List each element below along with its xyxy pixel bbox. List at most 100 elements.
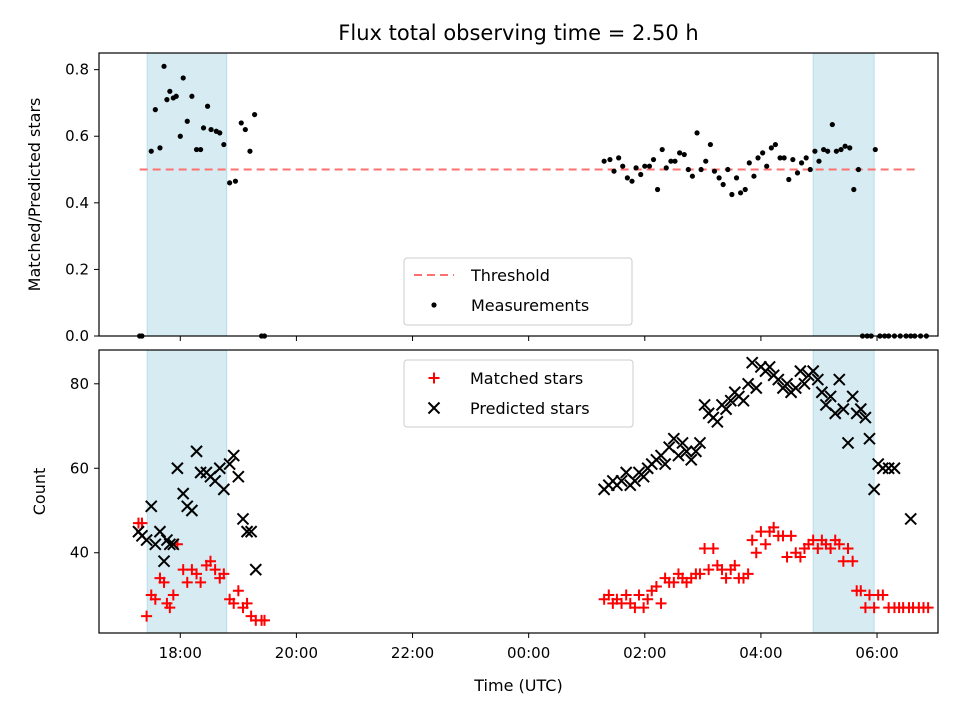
matched-star-point — [195, 576, 207, 588]
matched-star-point — [794, 551, 806, 563]
predicted-star-point — [667, 432, 681, 445]
predicted-star-point — [153, 525, 167, 538]
measurement-point — [751, 173, 757, 179]
top-plot: 0.0 0.2 0.4 0.6 0.8 Flux total observing tim… — [25, 21, 939, 345]
x-tick-label: 22:00 — [391, 644, 434, 662]
x-tick-label: 06:00 — [855, 644, 898, 662]
measurement-point — [624, 175, 630, 181]
predicted-star-point — [811, 373, 825, 386]
matched-star-points — [132, 517, 934, 626]
measurement-point — [252, 111, 258, 118]
measurement-point — [659, 146, 665, 153]
measurement-point — [716, 175, 722, 181]
measurement-point — [733, 175, 740, 181]
top-shaded-spans — [146, 52, 875, 337]
chart-title: Flux total observing time = 2.50 h — [338, 21, 698, 45]
matched-star-point — [707, 543, 719, 555]
measurement-point — [755, 155, 761, 161]
bottom-y-ticks: 40 60 80 — [70, 375, 99, 562]
measurement-point — [677, 150, 683, 156]
matched-star-point — [241, 597, 253, 609]
matched-star-point — [232, 585, 244, 597]
measurement-point — [247, 148, 253, 154]
predicted-star-point — [223, 457, 236, 471]
top-y-tick-label: 0.6 — [65, 127, 89, 145]
predicted-star-point — [145, 500, 158, 513]
measurement-point — [847, 145, 853, 151]
measurement-point — [689, 173, 695, 179]
measurement-point — [620, 163, 626, 169]
measurement-point — [173, 93, 179, 99]
matched-star-point — [158, 576, 170, 588]
measurement-point — [663, 165, 669, 171]
measurement-point — [777, 155, 783, 161]
matched-star-point — [785, 530, 797, 542]
measurement-point — [725, 166, 731, 173]
measurement-point — [807, 166, 813, 173]
matched-star-point — [218, 568, 230, 580]
predicted-star-point — [841, 436, 855, 450]
predicted-star-point — [213, 462, 226, 475]
measurement-point — [786, 176, 792, 183]
matched-star-point — [167, 589, 179, 601]
matched-star-point — [694, 568, 706, 580]
measurement-point — [672, 158, 678, 164]
top-y-tick-label: 0.4 — [65, 194, 89, 212]
measurement-point — [764, 163, 770, 169]
top-axes-frame — [98, 52, 939, 337]
top-y-axis-label: Matched/Predicted stars — [25, 98, 44, 292]
predicted-star-point — [227, 449, 240, 462]
matched-star-point — [847, 555, 859, 567]
threshold-legend-label: Threshold — [470, 266, 550, 285]
matched-star-point — [868, 602, 880, 614]
bottom-x-ticks: 18:00 20:00 22:00 00:00 02:00 04:00 06:00 — [159, 633, 899, 662]
measurement-point — [803, 155, 809, 161]
measurement-point — [238, 120, 244, 126]
shaded-span — [812, 52, 875, 337]
predicted-star-point — [176, 487, 190, 500]
x-tick-label: 00:00 — [507, 644, 550, 662]
matched-star-point — [209, 564, 221, 576]
predicted-legend-swatch — [427, 401, 441, 415]
predicted-star-point — [190, 445, 203, 458]
predicted-star-point — [149, 538, 162, 551]
measurement-point — [872, 146, 878, 153]
measurement-point — [821, 146, 827, 153]
top-legend: Threshold Measurements — [403, 257, 633, 326]
predicted-star-point — [888, 462, 901, 475]
measurement-point — [685, 166, 691, 173]
measurement-point — [227, 180, 233, 186]
measurement-point — [646, 163, 653, 169]
measurement-point — [164, 97, 170, 103]
predicted-star-point — [854, 402, 867, 416]
bottom-plot: 40 60 80 18:00 20:00 22:00 00:00 02:00 04:00 06:… — [30, 349, 939, 695]
measurement-point — [855, 166, 862, 173]
measurement-point — [177, 133, 183, 139]
measurement-point — [217, 130, 223, 136]
predicted-star-point — [185, 504, 199, 517]
matched-star-point — [877, 589, 889, 601]
predicted-legend-marker — [427, 401, 441, 415]
measurement-point — [221, 141, 227, 148]
predicted-star-point — [217, 483, 231, 496]
predicted-star-point — [140, 533, 153, 547]
matched-star-point — [842, 543, 854, 555]
predicted-star-point — [798, 377, 811, 390]
predicted-star-point — [163, 538, 177, 551]
predicted-star-point — [867, 483, 881, 496]
matched-star-point — [633, 589, 645, 601]
matched-legend-marker — [428, 372, 440, 384]
predicted-star-point — [745, 356, 759, 369]
measurement-point — [698, 166, 704, 173]
measurement-point — [711, 168, 718, 174]
matched-star-point — [922, 602, 934, 614]
matched-star-point — [750, 547, 762, 559]
predicted-star-point — [794, 364, 807, 378]
predicted-star-point — [680, 445, 693, 458]
matched-star-point — [781, 551, 793, 563]
measurement-point — [851, 186, 857, 193]
predicted-star-point — [244, 525, 258, 538]
matched-star-point — [760, 538, 772, 550]
measurement-point — [720, 181, 726, 188]
